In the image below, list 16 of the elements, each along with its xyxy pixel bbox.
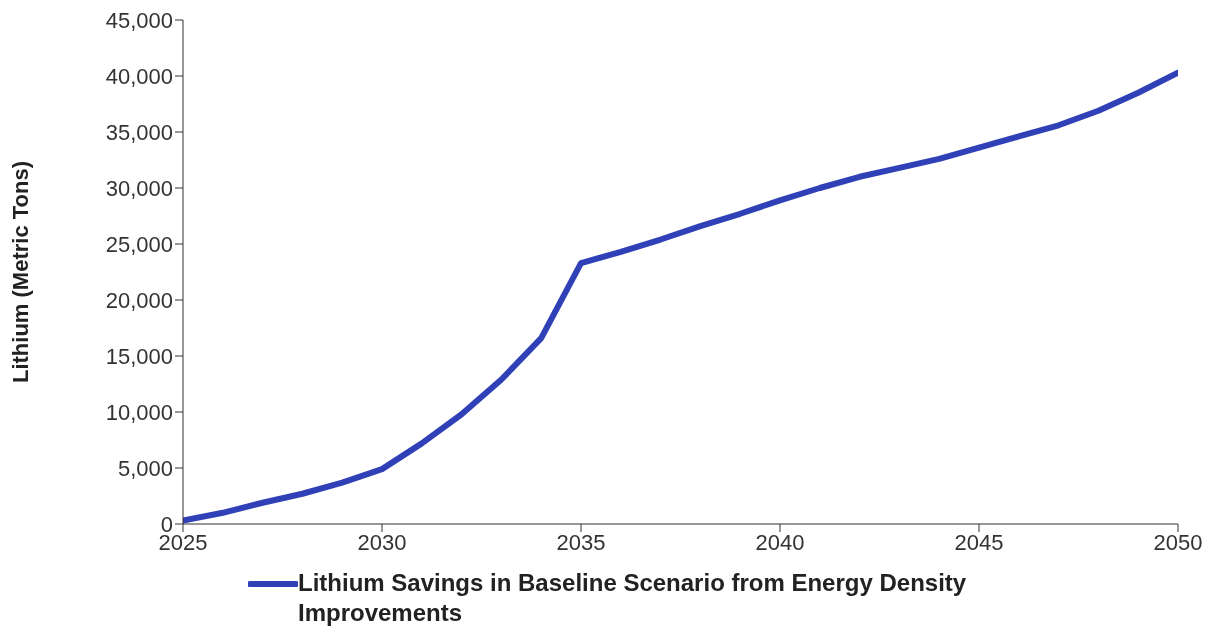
y-tick-label: 15,000 (105, 343, 173, 369)
x-tick-label: 2045 (954, 529, 1004, 555)
y-tick-label: 10,000 (105, 399, 173, 425)
x-tick-label: 2040 (755, 529, 805, 555)
y-tick-label: 40,000 (105, 63, 173, 89)
x-tick-label: 2035 (556, 529, 606, 555)
y-tick-label: 45,000 (105, 7, 173, 33)
y-tick-label: 20,000 (105, 287, 173, 313)
x-tick-label: 2030 (357, 529, 407, 555)
y-tick-label: 5,000 (117, 455, 173, 481)
y-tick-label: 30,000 (105, 175, 173, 201)
y-tick-label: 25,000 (105, 231, 173, 257)
y-axis-title: Lithium (Metric Tons) (7, 160, 33, 384)
x-tick-label: 2050 (1153, 529, 1203, 555)
legend-label: Lithium Savings in Baseline Scenario from Energy Density Improvements (298, 568, 968, 628)
y-tick-label: 35,000 (105, 119, 173, 145)
